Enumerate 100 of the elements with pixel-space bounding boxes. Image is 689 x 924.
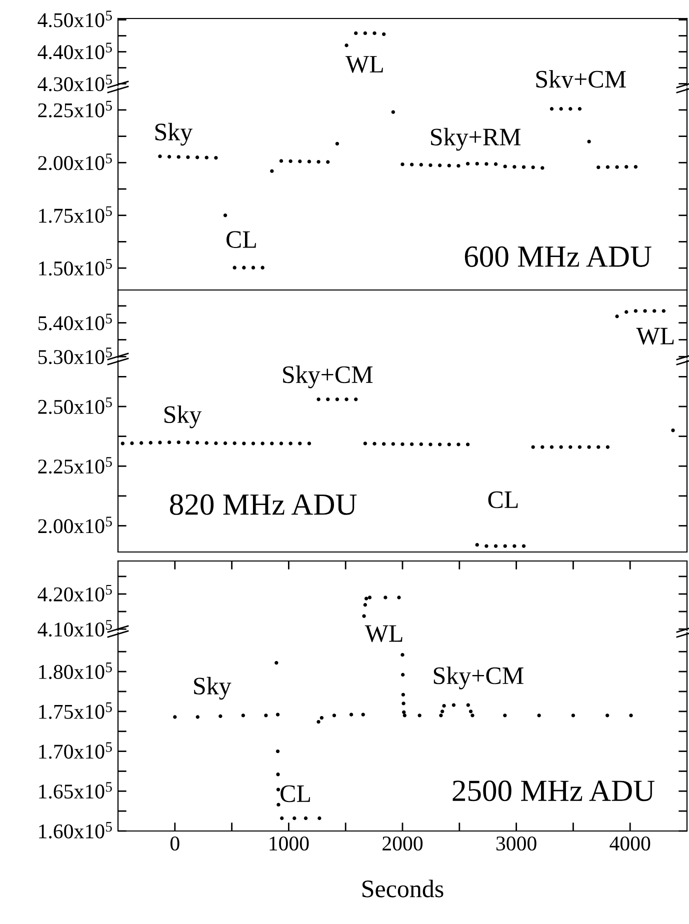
point: [466, 703, 470, 707]
point: [568, 445, 572, 449]
y-tick-label: 1.75x10$^{5}$: [39, 702, 112, 719]
point: [447, 442, 451, 446]
point: [596, 165, 600, 170]
point: [391, 110, 396, 114]
point: [148, 440, 152, 445]
point: [316, 160, 320, 164]
y-tick-label: 4.50x10$^{5}$: [38, 10, 112, 28]
y-tick-label: 4.10x10$^{5}$: [38, 620, 112, 637]
y-tick-label: 4.20x10$^{5}$: [38, 584, 112, 602]
point: [320, 716, 324, 720]
y-tick-label: 2.50x10$^{5}$: [38, 397, 112, 414]
point: [596, 445, 600, 449]
point: [304, 816, 308, 820]
point: [452, 703, 456, 707]
point: [537, 714, 541, 718]
point: [218, 714, 222, 718]
point: [292, 816, 296, 820]
y-tick-label: 5.40x10$^{5}$: [38, 314, 112, 330]
point: [276, 749, 280, 754]
point: [307, 442, 312, 446]
point: [587, 445, 591, 449]
point: [264, 714, 268, 718]
point: [204, 441, 208, 445]
point: [401, 692, 406, 697]
point: [540, 445, 544, 449]
point: [335, 398, 340, 402]
point: [139, 441, 144, 445]
point: [484, 544, 488, 548]
point: [361, 712, 365, 716]
annotation: Sky+CM: [434, 666, 524, 690]
point: [176, 440, 180, 444]
point: [606, 445, 610, 449]
point: [475, 162, 479, 166]
point: [195, 440, 200, 445]
point: [418, 714, 422, 718]
point: [503, 544, 507, 548]
y-tick-label: 1.80x10$^{5}$: [39, 662, 112, 680]
point: [270, 442, 274, 446]
point: [196, 715, 200, 719]
point: [470, 714, 474, 718]
point: [468, 710, 473, 714]
y-tick-label: 1.65x10$^{5}$: [39, 782, 112, 799]
point: [419, 442, 423, 446]
point: [363, 603, 368, 607]
point: [158, 154, 162, 158]
y-tick-label: 1.75x10$^{5}$: [39, 206, 112, 223]
point: [326, 160, 330, 164]
point: [173, 715, 177, 719]
x-tick-label: 2000: [382, 836, 423, 851]
point: [428, 163, 432, 168]
point: [186, 155, 190, 159]
point: [578, 107, 582, 111]
point: [382, 32, 386, 36]
point: [158, 440, 162, 444]
point: [195, 156, 200, 160]
x-tick-label: 3000: [496, 836, 536, 851]
annotation: Sky+CM: [536, 70, 626, 93]
annotation: Sky: [155, 122, 193, 146]
point: [401, 672, 405, 677]
point: [251, 442, 256, 446]
point: [494, 162, 498, 166]
point: [279, 442, 284, 446]
point: [466, 162, 470, 166]
point: [335, 142, 340, 146]
point: [316, 398, 320, 402]
annotation: Sky: [194, 676, 232, 700]
point: [522, 165, 526, 169]
point: [428, 442, 432, 446]
point: [270, 169, 274, 173]
point: [276, 772, 280, 776]
point: [571, 714, 576, 718]
point: [382, 442, 386, 446]
point: [522, 544, 526, 548]
y-tick-label: 2.00x10$^{5}$: [38, 516, 112, 534]
point: [214, 441, 218, 446]
point: [550, 445, 554, 449]
point: [276, 802, 280, 807]
annotation: WL: [346, 56, 383, 73]
point: [223, 214, 228, 218]
point: [130, 441, 134, 446]
point: [503, 714, 507, 718]
point: [503, 164, 507, 168]
point: [438, 164, 442, 168]
point: [531, 445, 535, 449]
annotation: CL: [226, 231, 256, 248]
y-tick-label: 5.30x10$^{5}$: [38, 348, 112, 364]
point: [410, 442, 414, 446]
annotation: WL: [364, 625, 402, 642]
point: [400, 162, 404, 166]
point: [484, 162, 488, 166]
point: [372, 442, 376, 446]
point: [384, 596, 388, 600]
point: [223, 441, 228, 446]
point: [363, 31, 368, 36]
point: [318, 816, 322, 820]
point: [232, 441, 236, 446]
point: [439, 714, 443, 718]
point: [242, 266, 246, 270]
